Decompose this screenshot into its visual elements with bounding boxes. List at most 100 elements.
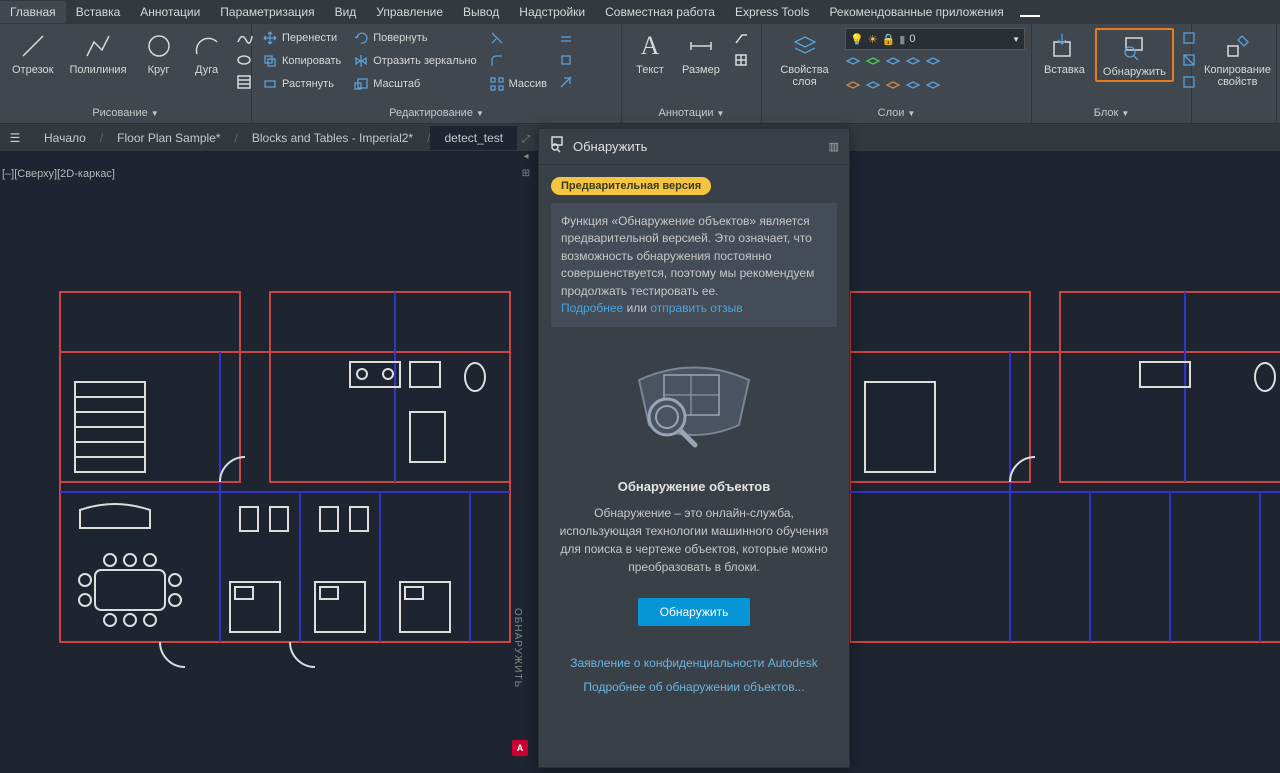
layers-group-label: Слои xyxy=(878,107,905,119)
menu-tab-insert[interactable]: Вставка xyxy=(66,1,131,23)
match-props-label: Копирование свойств xyxy=(1204,64,1271,88)
sun-icon: ☀ xyxy=(868,33,878,46)
menu-tab-parametric[interactable]: Параметризация xyxy=(210,1,324,23)
mirror-icon xyxy=(353,53,369,69)
polyline-button[interactable]: Полилиния xyxy=(63,28,132,78)
layer-icon-1[interactable] xyxy=(845,53,861,74)
array-icon xyxy=(489,76,505,92)
detect-action-button[interactable]: Обнаружить xyxy=(638,598,751,626)
menu-tab-view[interactable]: Вид xyxy=(325,1,367,23)
collapse-icon[interactable]: ⤢ xyxy=(522,134,530,145)
file-tab-2[interactable]: Blocks and Tables - Imperial2* xyxy=(238,126,427,150)
file-tab-3[interactable]: detect_test xyxy=(430,126,517,150)
menu-tab-express[interactable]: Express Tools xyxy=(725,1,819,23)
match-props-button[interactable]: Копирование свойств xyxy=(1198,28,1277,90)
layer-icon-2[interactable] xyxy=(865,53,881,74)
panel-title: Обнаружить xyxy=(573,139,821,154)
ribbon-group-modify: Перенести Копировать Растянуть Повернуть… xyxy=(252,24,622,123)
match-props-icon xyxy=(1222,30,1254,62)
trim-button[interactable] xyxy=(485,28,551,48)
detect-illustration xyxy=(551,345,837,455)
move-button[interactable]: Перенести xyxy=(258,28,345,48)
menu-tab-addins[interactable]: Надстройки xyxy=(509,1,595,23)
menu-tab-featured[interactable]: Рекомендованные приложения xyxy=(819,1,1013,23)
panel-description: Обнаружение – это онлайн-служба, использ… xyxy=(551,504,837,576)
text-button[interactable]: A Текст xyxy=(628,28,672,78)
detect-panel-icon xyxy=(549,136,565,157)
close-panel-icon[interactable]: ⊞ xyxy=(522,168,530,179)
menu-tab-collab[interactable]: Совместная работа xyxy=(595,1,725,23)
privacy-link[interactable]: Заявление о конфиденциальности Autodesk xyxy=(551,656,837,670)
insert-button[interactable]: Вставка xyxy=(1038,28,1091,78)
layer-combo[interactable]: 💡 ☀ 🔒 ▮ 0 ▼ xyxy=(845,28,1025,50)
ribbon-group-annotation: A Текст Размер Аннотации▼ xyxy=(622,24,762,123)
panel-body: Предварительная версия Функция «Обнаруже… xyxy=(539,165,849,767)
detect-button[interactable]: Обнаружить xyxy=(1095,28,1174,82)
rotate-icon xyxy=(353,30,369,46)
menu-tab-manage[interactable]: Управление xyxy=(366,1,453,23)
layer-icon-6[interactable] xyxy=(845,77,861,98)
array-button[interactable]: Массив xyxy=(485,74,551,94)
table-icon[interactable] xyxy=(730,50,752,70)
rotate-button[interactable]: Повернуть xyxy=(349,28,480,48)
layer-icon-7[interactable] xyxy=(865,77,881,98)
menu-tab-annotations[interactable]: Аннотации xyxy=(130,1,210,23)
layer-props-label: Свойства слоя xyxy=(774,64,835,88)
ribbon-group-block: Вставка Обнаружить Блок▼ xyxy=(1032,24,1192,123)
circle-label: Круг xyxy=(148,64,170,76)
ribbon-group-props: Копирование свойств xyxy=(1192,24,1277,123)
arc-button[interactable]: Дуга xyxy=(185,28,229,78)
preview-badge: Предварительная версия xyxy=(551,177,711,195)
ribbon-group-layers: Свойства слоя 💡 ☀ 🔒 ▮ 0 ▼ xyxy=(762,24,1032,123)
circle-button[interactable]: Круг xyxy=(137,28,181,78)
ribbon: Отрезок Полилиния Круг Дуга Рисование▼ xyxy=(0,24,1280,124)
layer-icon-4[interactable] xyxy=(905,53,921,74)
explode-icon[interactable] xyxy=(555,50,577,70)
layer-props-button[interactable]: Свойства слоя xyxy=(768,28,841,90)
copy-button[interactable]: Копировать xyxy=(258,51,345,71)
file-tab-1[interactable]: Floor Plan Sample* xyxy=(103,126,234,150)
block-group-label: Блок xyxy=(1094,107,1119,119)
insert-icon xyxy=(1048,30,1080,62)
text-icon: A xyxy=(634,30,666,62)
menu-tab-home[interactable]: Главная xyxy=(0,1,66,23)
line-icon xyxy=(17,30,49,62)
circle-icon xyxy=(143,30,175,62)
scale-button[interactable]: Масштаб xyxy=(349,74,480,94)
line-button[interactable]: Отрезок xyxy=(6,28,59,78)
more-info-link[interactable]: Подробнее об обнаружении объектов... xyxy=(551,680,837,694)
fillet-icon xyxy=(489,53,505,69)
layer-icon-3[interactable] xyxy=(885,53,901,74)
hamburger-icon[interactable]: ☰ xyxy=(0,131,30,145)
erase-icon[interactable] xyxy=(555,72,577,92)
pin-icon[interactable]: ◂ xyxy=(523,151,528,162)
layer-icon-9[interactable] xyxy=(905,77,921,98)
layer-icon-5[interactable] xyxy=(925,53,941,74)
mirror-button[interactable]: Отразить зеркально xyxy=(349,51,480,71)
stretch-icon xyxy=(262,76,278,92)
modify-group-label: Редактирование xyxy=(389,107,473,119)
info-link-feedback[interactable]: отправить отзыв xyxy=(650,301,742,315)
menu-tab-spacer xyxy=(1020,7,1040,17)
leader-icon[interactable] xyxy=(730,28,752,48)
layer-icon-8[interactable] xyxy=(885,77,901,98)
polyline-label: Полилиния xyxy=(69,64,126,76)
menu-tab-output[interactable]: Вывод xyxy=(453,1,509,23)
polyline-icon xyxy=(82,30,114,62)
detect-panel: Обнаружить ▥ Предварительная версия Функ… xyxy=(538,128,850,768)
dimension-label: Размер xyxy=(682,64,720,76)
stretch-button[interactable]: Растянуть xyxy=(258,74,345,94)
dimension-button[interactable]: Размер xyxy=(676,28,726,78)
offset-icon[interactable] xyxy=(555,28,577,48)
info-box: Функция «Обнаружение объектов» является … xyxy=(551,203,837,327)
draw-group-label: Рисование xyxy=(92,107,147,119)
file-tab-start[interactable]: Начало xyxy=(30,126,100,150)
lightbulb-icon: 💡 xyxy=(850,33,864,46)
fillet-button[interactable] xyxy=(485,51,551,71)
dimension-icon xyxy=(685,30,717,62)
autodesk-badge[interactable]: A xyxy=(512,740,528,756)
move-icon xyxy=(262,30,278,46)
info-link-more[interactable]: Подробнее xyxy=(561,301,623,315)
layer-icon-10[interactable] xyxy=(925,77,941,98)
panel-menu-icon[interactable]: ▥ xyxy=(829,140,839,153)
